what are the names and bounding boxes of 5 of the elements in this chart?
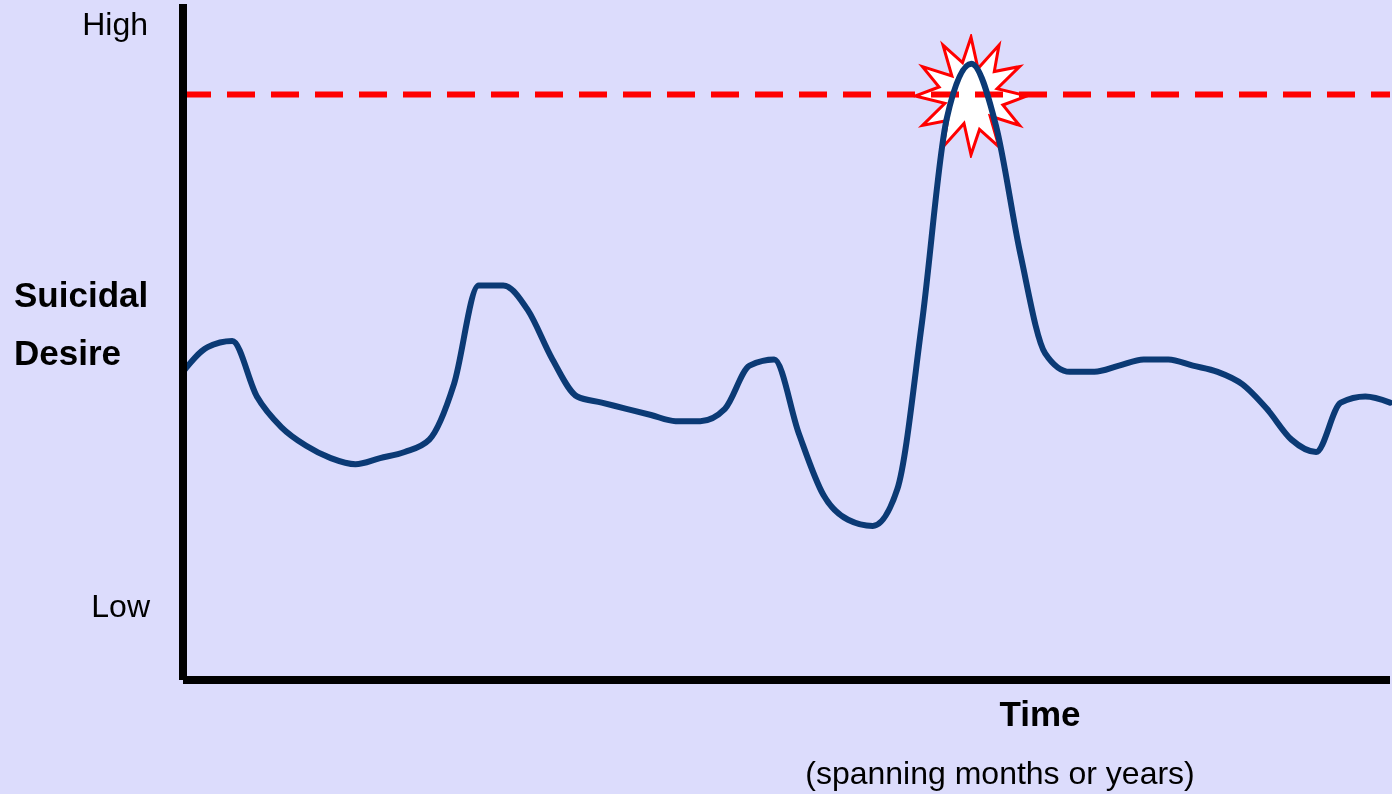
text: High bbox=[82, 6, 148, 43]
text: Low bbox=[91, 588, 150, 625]
text: (spanning months or years) bbox=[804, 755, 1196, 792]
y-axis-title: Suicidal Desire bbox=[14, 274, 150, 374]
x-axis-title: Time bbox=[998, 694, 1082, 734]
